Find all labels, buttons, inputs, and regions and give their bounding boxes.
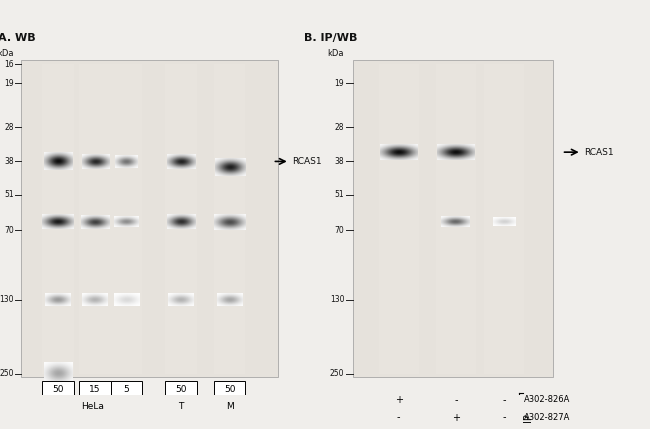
Text: 70: 70 [4, 226, 14, 235]
Text: 50: 50 [52, 385, 64, 394]
Text: kDa: kDa [328, 49, 345, 58]
Text: 15: 15 [90, 385, 101, 394]
Bar [79, 64, 111, 374]
Text: A. WB: A. WB [0, 33, 36, 42]
Bar [436, 64, 476, 374]
Text: T: T [178, 402, 184, 411]
Bar [79, 381, 111, 398]
Text: A302-826A: A302-826A [525, 396, 571, 405]
Text: 28: 28 [4, 123, 14, 132]
Text: IP: IP [523, 413, 533, 422]
Bar [378, 64, 419, 374]
Bar [484, 64, 525, 374]
Text: kDa: kDa [0, 49, 14, 58]
Text: 28: 28 [335, 123, 344, 132]
Bar [214, 398, 245, 416]
Text: 38: 38 [335, 157, 344, 166]
Text: -: - [502, 395, 506, 405]
Text: RCAS1: RCAS1 [584, 148, 614, 157]
Bar [42, 381, 73, 398]
Text: 19: 19 [335, 79, 344, 88]
Bar [165, 64, 197, 374]
Text: 19: 19 [4, 79, 14, 88]
Bar [111, 381, 142, 398]
Text: A302-827A: A302-827A [525, 413, 571, 422]
Text: 50: 50 [176, 385, 187, 394]
Text: HeLa: HeLa [81, 402, 104, 411]
Text: 130: 130 [0, 296, 14, 305]
FancyBboxPatch shape [353, 60, 553, 377]
Text: 16: 16 [4, 60, 14, 69]
Text: 130: 130 [330, 296, 344, 305]
Text: 250: 250 [0, 369, 14, 378]
Text: 5: 5 [124, 385, 129, 394]
Text: +: + [452, 413, 460, 423]
Text: 38: 38 [4, 157, 14, 166]
Text: -: - [454, 395, 458, 405]
Bar [165, 381, 197, 398]
Text: 51: 51 [4, 190, 14, 199]
Text: M: M [226, 402, 233, 411]
FancyBboxPatch shape [21, 60, 278, 377]
Bar [111, 64, 142, 374]
Bar [42, 64, 73, 374]
Text: 50: 50 [224, 385, 235, 394]
Text: +: + [395, 395, 402, 405]
Text: -: - [502, 413, 506, 423]
Text: 250: 250 [330, 369, 344, 378]
Bar [214, 381, 245, 398]
Bar [214, 64, 245, 374]
Text: -: - [397, 413, 400, 423]
Text: 51: 51 [335, 190, 344, 199]
Bar [42, 398, 142, 416]
Text: 70: 70 [335, 226, 344, 235]
Text: B. IP/WB: B. IP/WB [304, 33, 358, 42]
Bar [165, 398, 197, 416]
Text: RCAS1: RCAS1 [292, 157, 322, 166]
